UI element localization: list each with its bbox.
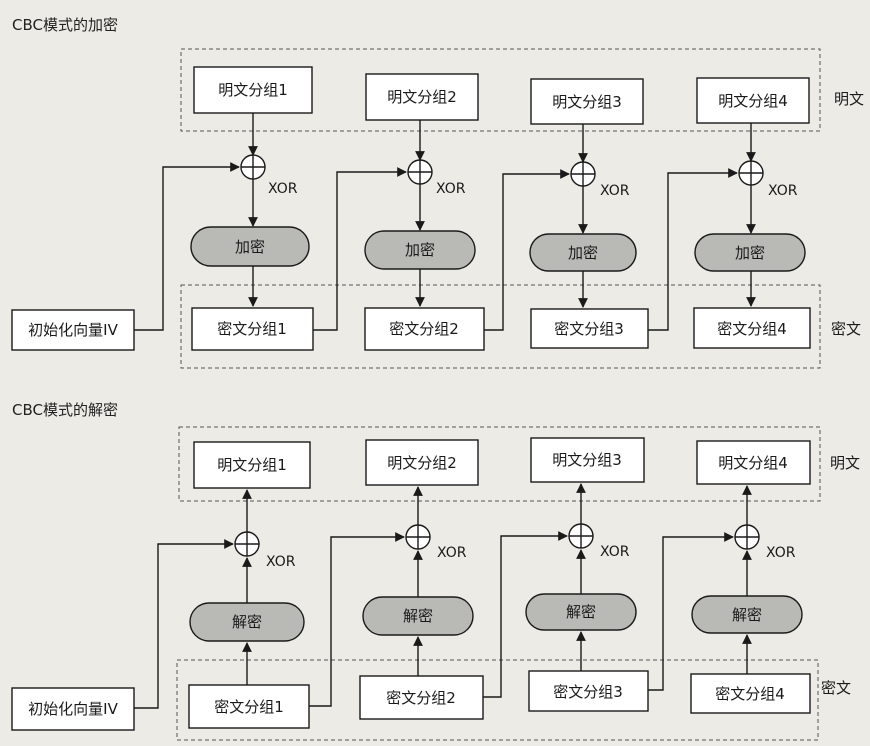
xor-icon bbox=[407, 159, 433, 185]
encryption-ciphertext-block-3 bbox=[530, 308, 649, 349]
decryption-iv-box: 初始化向量IV bbox=[11, 687, 135, 731]
encryption-xor-label-1: XOR bbox=[268, 181, 298, 197]
decryption-plaintext-group-label: 明文 bbox=[830, 454, 860, 472]
decryption-column-3: 明文分组3 XOR 解密 密文分组3 bbox=[525, 437, 649, 712]
encryption-plaintext-block-1-label: 明文分组1 bbox=[218, 81, 288, 99]
encryption-plaintext-block-1 bbox=[193, 66, 313, 114]
decryption-chain-wires bbox=[134, 531, 734, 709]
decryption-plaintext-block-3-label: 明文分组3 bbox=[552, 451, 622, 469]
encryption-plaintext-block-3-label: 明文分组3 bbox=[552, 93, 622, 111]
encryption-iv-label: 初始化向量IV bbox=[28, 321, 118, 339]
encryption-xor-label-4: XOR bbox=[768, 183, 798, 199]
xor-icon bbox=[738, 160, 764, 186]
decryption-op-4 bbox=[691, 595, 803, 634]
encryption-plaintext-block-3 bbox=[530, 78, 644, 125]
encryption-op-2-label: 加密 bbox=[405, 241, 435, 259]
encryption-ciphertext-block-2-label: 密文分组2 bbox=[389, 320, 459, 338]
decryption-plaintext-block-2 bbox=[365, 439, 479, 486]
xor-icon bbox=[240, 154, 266, 180]
decryption-iv-label: 初始化向量IV bbox=[28, 700, 118, 718]
encryption-ciphertext-block-3-label: 密文分组3 bbox=[554, 320, 624, 338]
xor-icon bbox=[568, 523, 594, 549]
encryption-op-1-label: 加密 bbox=[235, 238, 265, 256]
encryption-chain-wires bbox=[134, 162, 738, 331]
encryption-op-3-label: 加密 bbox=[568, 244, 598, 262]
decryption-ciphertext-block-4-label: 密文分组4 bbox=[715, 685, 785, 703]
decryption-ciphertext-block-1-label: 密文分组1 bbox=[214, 698, 284, 716]
encryption-plaintext-block-4 bbox=[696, 77, 810, 124]
xor-icon bbox=[405, 524, 431, 550]
xor-icon bbox=[234, 531, 260, 557]
encryption-ciphertext-block-4 bbox=[693, 307, 811, 349]
decryption-plaintext-block-4-label: 明文分组4 bbox=[718, 454, 788, 472]
decryption-plaintext-block-4 bbox=[696, 440, 811, 485]
decryption-xor-label-3: XOR bbox=[600, 544, 630, 560]
encryption-column-4: 明文分组4 XOR 加密 密文分组4 bbox=[693, 77, 811, 349]
decryption-column-1: 明文分组1 XOR 解密 密文分组1 bbox=[188, 441, 311, 729]
decryption-column-4: 明文分组4 XOR 解密 密文分组4 bbox=[690, 440, 811, 714]
decryption-ciphertext-block-3-label: 密文分组3 bbox=[553, 683, 623, 701]
xor-icon bbox=[570, 161, 596, 187]
decryption-op-3 bbox=[525, 593, 637, 631]
encryption-plaintext-block-2 bbox=[365, 73, 479, 121]
decryption-ciphertext-group: 密文 bbox=[176, 659, 851, 741]
decryption-column-2: 明文分组2 XOR 解密 密文分组2 bbox=[359, 439, 484, 720]
decryption-op-4-label: 解密 bbox=[732, 606, 762, 624]
encryption-plaintext-block-4-label: 明文分组4 bbox=[718, 92, 788, 110]
encryption-ciphertext-block-2 bbox=[364, 307, 485, 351]
decryption-xor-label-4: XOR bbox=[766, 545, 796, 561]
decryption-ciphertext-block-2 bbox=[359, 675, 484, 720]
decryption-op-1 bbox=[189, 602, 305, 642]
encryption-iv-box: 初始化向量IV bbox=[11, 309, 135, 351]
xor-icon bbox=[734, 524, 760, 550]
encryption-ciphertext-block-1 bbox=[191, 307, 314, 351]
encryption-column-2: 明文分组2 XOR 加密 密文分组2 bbox=[364, 73, 485, 351]
encryption-title: CBC模式的加密 bbox=[12, 16, 118, 34]
decryption-ciphertext-block-3 bbox=[528, 670, 649, 712]
encryption-op-4-label: 加密 bbox=[735, 244, 765, 262]
encryption-column-3: 明文分组3 XOR 加密 密文分组3 bbox=[529, 78, 649, 349]
decryption-op-2-label: 解密 bbox=[403, 607, 433, 625]
encryption-ciphertext-block-1-label: 密文分组1 bbox=[217, 320, 287, 338]
encryption-column-1: 明文分组1 XOR 加密 密文分组1 bbox=[190, 66, 314, 351]
decryption-xor-label-1: XOR bbox=[266, 554, 296, 570]
decryption-plaintext-block-1 bbox=[193, 441, 311, 489]
decryption-plaintext-block-3 bbox=[530, 437, 645, 483]
decryption-plaintext-block-2-label: 明文分组2 bbox=[387, 454, 457, 472]
decryption-op-1-label: 解密 bbox=[232, 613, 262, 631]
decryption-ciphertext-block-2-label: 密文分组2 bbox=[386, 689, 456, 707]
decryption-op-2 bbox=[362, 596, 474, 636]
encryption-plaintext-group-label: 明文 bbox=[834, 90, 864, 108]
decryption-ciphertext-block-4 bbox=[690, 673, 811, 714]
decryption-plaintext-block-1-label: 明文分组1 bbox=[217, 456, 287, 474]
encryption-ciphertext-group: 密文 bbox=[180, 284, 861, 369]
decryption-xor-label-2: XOR bbox=[437, 545, 467, 561]
encryption-plaintext-group: 明文 bbox=[180, 48, 864, 132]
decryption-op-3-label: 解密 bbox=[566, 603, 596, 621]
encryption-op-4 bbox=[694, 233, 806, 272]
encryption-ciphertext-block-4-label: 密文分组4 bbox=[717, 320, 787, 338]
decryption-ciphertext-group-label: 密文 bbox=[821, 679, 851, 697]
decryption-plaintext-group: 明文 bbox=[178, 426, 860, 502]
encryption-xor-label-2: XOR bbox=[436, 181, 466, 197]
encryption-ciphertext-group-label: 密文 bbox=[831, 320, 861, 338]
decryption-title: CBC模式的解密 bbox=[12, 401, 118, 419]
encryption-plaintext-block-2-label: 明文分组2 bbox=[387, 88, 457, 106]
encryption-xor-label-3: XOR bbox=[600, 183, 630, 199]
encryption-op-1 bbox=[190, 226, 310, 267]
